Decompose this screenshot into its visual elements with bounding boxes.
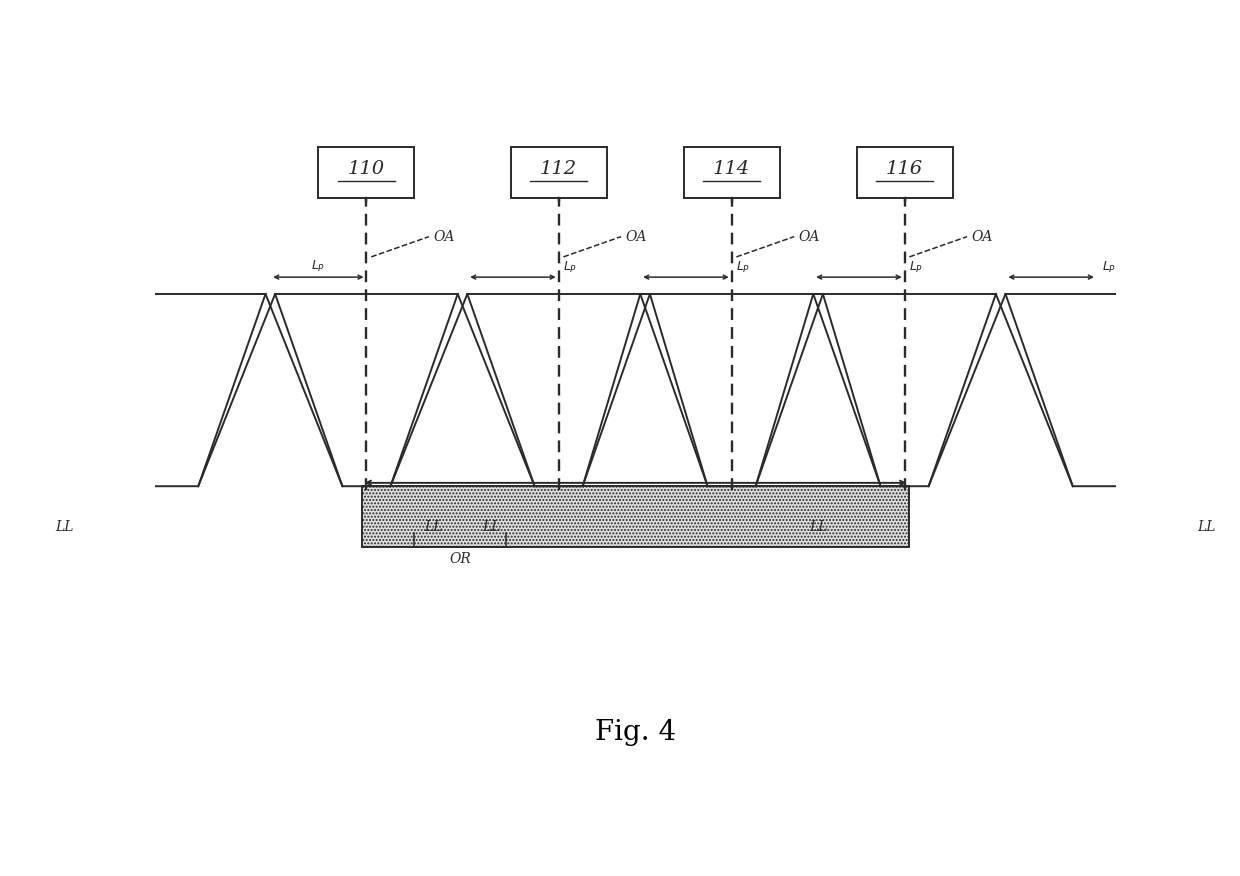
Bar	[683, 147, 780, 198]
Text: OA: OA	[799, 230, 820, 244]
Text: LL: LL	[55, 520, 73, 534]
Text: OA: OA	[434, 230, 455, 244]
Bar	[511, 147, 606, 198]
Text: $L_P$: $L_P$	[311, 258, 325, 273]
Text: 116: 116	[887, 160, 923, 178]
Text: LL: LL	[482, 520, 501, 534]
Text: OA: OA	[972, 230, 993, 244]
Text: $L_P$: $L_P$	[563, 260, 578, 275]
Bar	[319, 147, 414, 198]
Text: LL: LL	[808, 520, 827, 534]
Text: OA: OA	[626, 230, 647, 244]
Text: LL: LL	[424, 520, 443, 534]
Text: Fig. 4: Fig. 4	[595, 719, 676, 746]
Text: LL: LL	[1198, 520, 1216, 534]
Text: 114: 114	[713, 160, 750, 178]
Text: 110: 110	[348, 160, 384, 178]
Text: OR: OR	[449, 553, 471, 566]
Text: $L_P$: $L_P$	[737, 260, 750, 275]
Text: $L_P$: $L_P$	[1101, 260, 1116, 275]
Text: $L_P$: $L_P$	[909, 260, 924, 275]
Bar	[362, 486, 909, 547]
Bar	[362, 486, 909, 547]
Text: 112: 112	[541, 160, 577, 178]
Bar	[857, 147, 952, 198]
